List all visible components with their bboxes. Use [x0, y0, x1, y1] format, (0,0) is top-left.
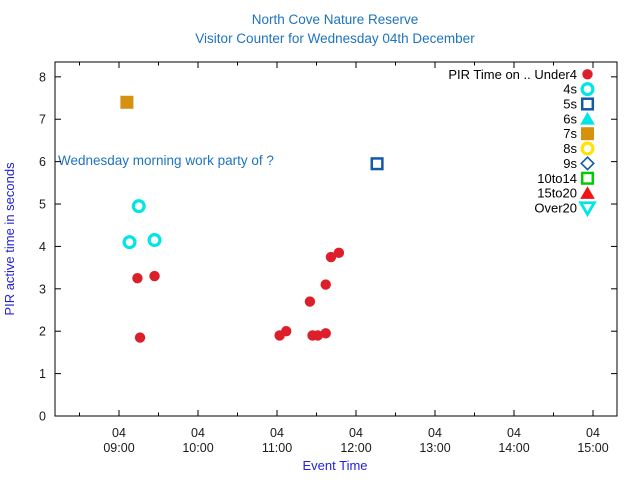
data-point	[132, 273, 143, 284]
x-tick-label-day: 04	[349, 426, 363, 440]
x-tick-label-day: 04	[428, 426, 442, 440]
data-point	[122, 235, 137, 250]
y-tick-label: 5	[39, 198, 46, 212]
legend-label: 10to14	[537, 171, 577, 186]
legend-label: Over20	[534, 200, 577, 215]
y-tick-label: 7	[39, 113, 46, 127]
legend-marker	[580, 97, 595, 111]
legend-marker	[580, 186, 595, 199]
x-tick-label-time: 10:00	[182, 441, 213, 455]
data-point	[304, 296, 316, 307]
x-tick-label-time: 13:00	[419, 441, 450, 455]
data-point	[312, 330, 324, 341]
data-point	[149, 270, 160, 282]
x-tick-label-day: 04	[191, 426, 205, 440]
x-tick-label-time: 14:00	[498, 441, 529, 455]
data-point	[333, 247, 345, 258]
legend-marker	[580, 141, 595, 156]
y-axis-label: PIR active time in seconds	[2, 162, 17, 316]
legend-marker	[580, 112, 595, 125]
data-point	[325, 251, 337, 263]
x-tick-label-time: 11:00	[262, 441, 292, 455]
legend-marker	[578, 201, 597, 218]
legend-label: 8s	[563, 141, 577, 156]
y-tick-label: 1	[39, 367, 46, 381]
data-point	[134, 332, 146, 343]
y-tick-label: 2	[39, 325, 46, 339]
data-point	[131, 199, 146, 214]
data-point	[370, 157, 384, 171]
x-tick-label-time: 12:00	[340, 441, 371, 455]
chart-subtitle: Visitor Counter for Wednesday 04th Decem…	[195, 31, 475, 46]
plot-border	[54, 61, 618, 417]
legend-label: PIR Time on .. Under4	[448, 67, 577, 82]
y-tick-label: 6	[39, 155, 46, 169]
legend-label: 15to20	[537, 186, 577, 201]
legend-label: 7s	[563, 126, 577, 141]
x-tick-label-time: 15:00	[577, 441, 608, 455]
chart-title: North Cove Nature Reserve	[252, 12, 419, 27]
data-point	[320, 328, 331, 339]
x-tick-label-day: 04	[507, 426, 521, 440]
legend-label: 4s	[563, 82, 577, 97]
y-tick-label: 8	[39, 70, 46, 84]
legend-label: 9s	[563, 156, 577, 171]
legend-label: 6s	[563, 111, 577, 126]
x-tick-label-day: 04	[270, 426, 284, 440]
data-point	[281, 326, 292, 337]
y-tick-label: 0	[39, 410, 46, 424]
y-tick-label: 3	[39, 282, 46, 296]
annotation-text: Wednesday morning work party of ?	[58, 153, 274, 168]
legend-label: 5s	[563, 97, 577, 112]
legend-marker	[580, 171, 595, 185]
legend-marker	[580, 82, 595, 97]
legend-marker	[581, 127, 594, 141]
data-point	[120, 95, 134, 109]
x-axis-label: Event Time	[302, 458, 367, 473]
x-tick-label-day: 04	[586, 426, 600, 440]
data-point	[147, 233, 162, 248]
data-point	[320, 279, 331, 290]
legend-marker	[580, 156, 595, 171]
x-tick-label-time: 09:00	[103, 441, 134, 455]
y-tick-label: 4	[39, 240, 46, 254]
legend-marker	[582, 69, 593, 80]
x-tick-label-day: 04	[112, 426, 126, 440]
